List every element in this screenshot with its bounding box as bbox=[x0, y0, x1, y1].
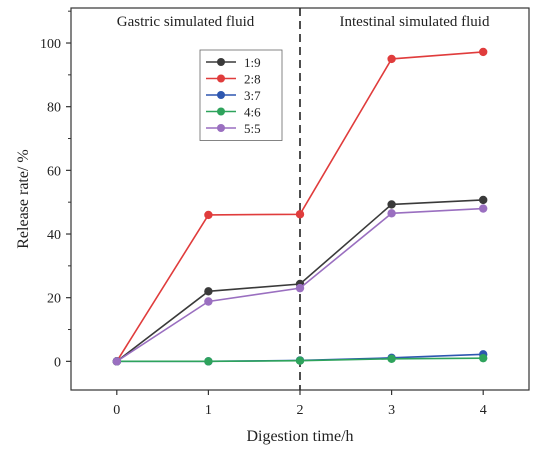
data-point bbox=[387, 209, 396, 218]
data-point bbox=[204, 287, 213, 296]
y-tick-label: 0 bbox=[54, 355, 61, 370]
data-point bbox=[112, 357, 122, 366]
region-label-left: Gastric simulated fluid bbox=[117, 14, 255, 30]
legend-label: 2:8 bbox=[244, 72, 261, 87]
data-point bbox=[479, 47, 488, 57]
data-point bbox=[295, 283, 305, 293]
legend: 1:9 2:83:7 4:65:5 bbox=[199, 49, 283, 141]
y-tick-label: 20 bbox=[47, 292, 61, 307]
legend-marker bbox=[217, 107, 225, 116]
legend-label: 5:5 bbox=[244, 121, 261, 136]
legend-label: 1:9 bbox=[244, 55, 261, 70]
y-tick-label: 60 bbox=[47, 164, 61, 179]
legend-label: 4:6 bbox=[244, 105, 261, 120]
legend-label: 3:7 bbox=[244, 88, 261, 103]
x-axis-title: Digestion time/h bbox=[246, 428, 353, 445]
y-axis-title: Release rate/ % bbox=[15, 149, 32, 249]
y-tick-label: 80 bbox=[47, 101, 61, 116]
x-tick-label: 4 bbox=[480, 403, 487, 418]
data-point bbox=[479, 204, 488, 213]
y-tick-label: 40 bbox=[47, 228, 61, 243]
x-tick-label: 3 bbox=[388, 403, 395, 418]
data-point bbox=[479, 195, 488, 205]
region-label-right: Intestinal simulated fluid bbox=[340, 14, 490, 30]
x-tick-label: 0 bbox=[113, 403, 120, 418]
data-point bbox=[387, 354, 396, 364]
series-layer bbox=[112, 47, 488, 366]
legend-marker bbox=[217, 74, 225, 83]
data-point bbox=[204, 297, 213, 306]
data-point bbox=[387, 54, 396, 64]
data-point bbox=[204, 210, 213, 220]
legend-marker bbox=[217, 91, 225, 99]
data-point bbox=[295, 356, 305, 365]
data-point bbox=[295, 210, 305, 219]
x-tick-label: 1 bbox=[205, 403, 212, 418]
data-point bbox=[387, 200, 396, 209]
data-point bbox=[204, 357, 213, 366]
legend-marker bbox=[217, 58, 225, 66]
series-5-5 bbox=[112, 204, 488, 366]
x-tick-label: 2 bbox=[297, 403, 304, 418]
region-labels: Gastric simulated fluid Intestinal simula… bbox=[117, 14, 490, 30]
data-point bbox=[479, 353, 488, 363]
y-tick-label: 100 bbox=[40, 37, 61, 52]
legend-marker bbox=[217, 124, 225, 132]
